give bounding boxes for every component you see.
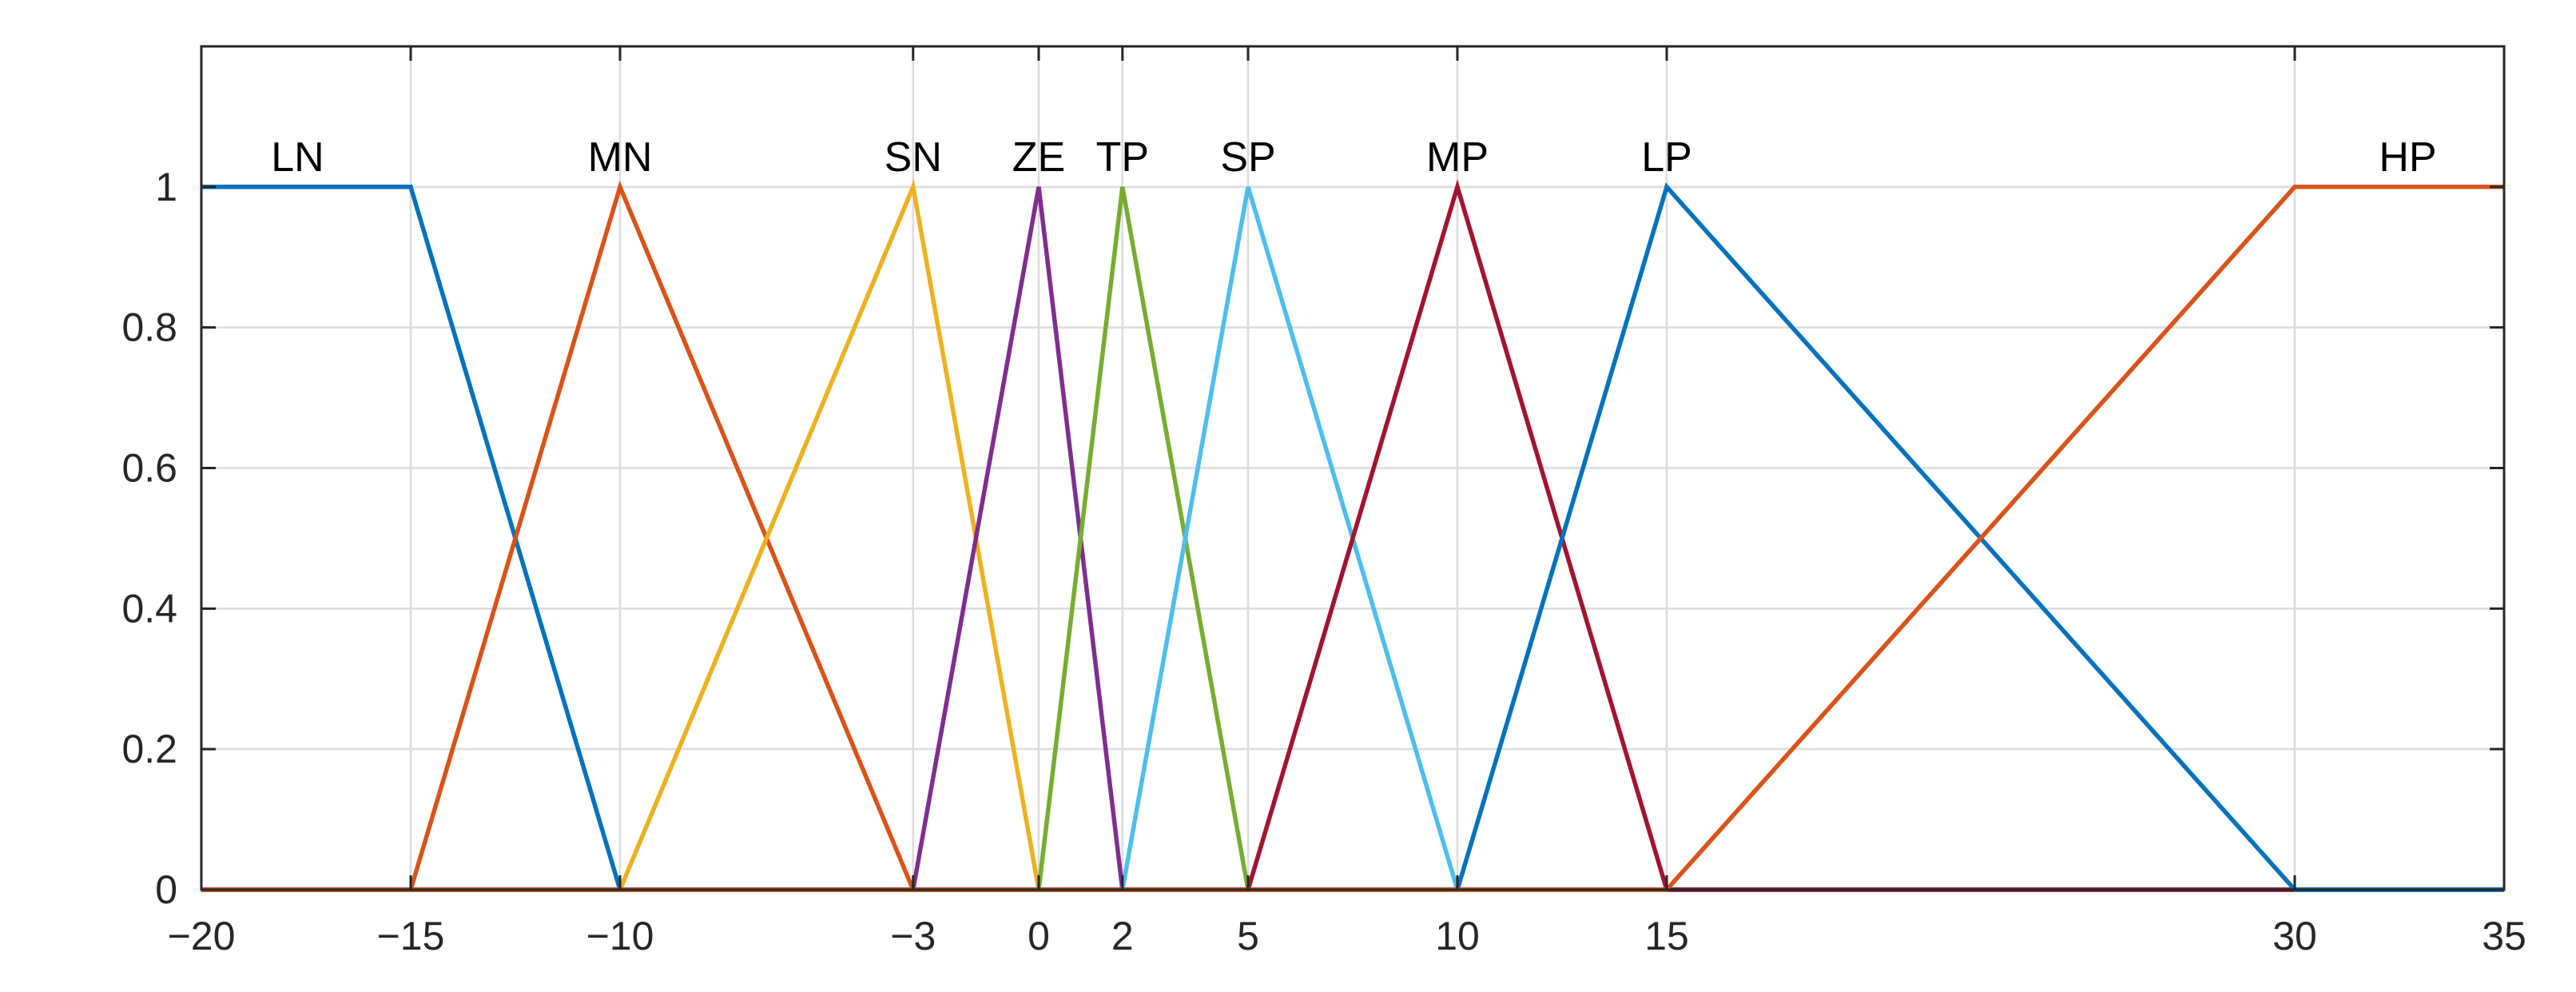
x-tick-label: −10: [586, 914, 654, 958]
x-tick-label: 30: [2272, 914, 2317, 958]
x-tick-label: 10: [1435, 914, 1480, 958]
tick-labels: −20 −15 −10 −3 0 2 5 10 15 30 35 0 0.2 0.4 0.6 0.8 1: [121, 165, 2526, 958]
y-tick-label: 0.8: [121, 305, 177, 350]
x-tick-label: 0: [1028, 914, 1050, 958]
series-label-sp: SP: [1220, 134, 1275, 181]
x-tick-label: 15: [1644, 914, 1689, 958]
x-tick-label: 2: [1111, 914, 1134, 958]
series-label-mp: MP: [1426, 134, 1489, 181]
series-label-hp: HP: [2379, 134, 2436, 181]
series-label-sn: SN: [885, 134, 942, 181]
y-tick-label: 0: [155, 867, 177, 912]
y-tick-label: 0.2: [121, 727, 177, 771]
axis-ticks: [200, 46, 2506, 891]
series-label-tp: TP: [1096, 134, 1149, 181]
y-tick-label: 1: [155, 165, 177, 209]
x-tick-label: 35: [2482, 914, 2526, 958]
series-label-lp: LP: [1641, 134, 1692, 181]
y-tick-label: 0.4: [121, 586, 177, 631]
x-tick-label: −15: [377, 914, 445, 958]
series-labels: LN MN SN ZE TP SP MP LP HP: [271, 134, 2436, 181]
series-label-ln: LN: [271, 134, 324, 181]
x-tick-label: −3: [890, 914, 936, 958]
x-tick-label: −20: [168, 914, 236, 958]
y-tick-label: 0.6: [121, 446, 177, 491]
series-label-ze: ZE: [1012, 134, 1065, 181]
x-tick-label: 5: [1237, 914, 1259, 958]
series-label-mn: MN: [588, 134, 653, 181]
